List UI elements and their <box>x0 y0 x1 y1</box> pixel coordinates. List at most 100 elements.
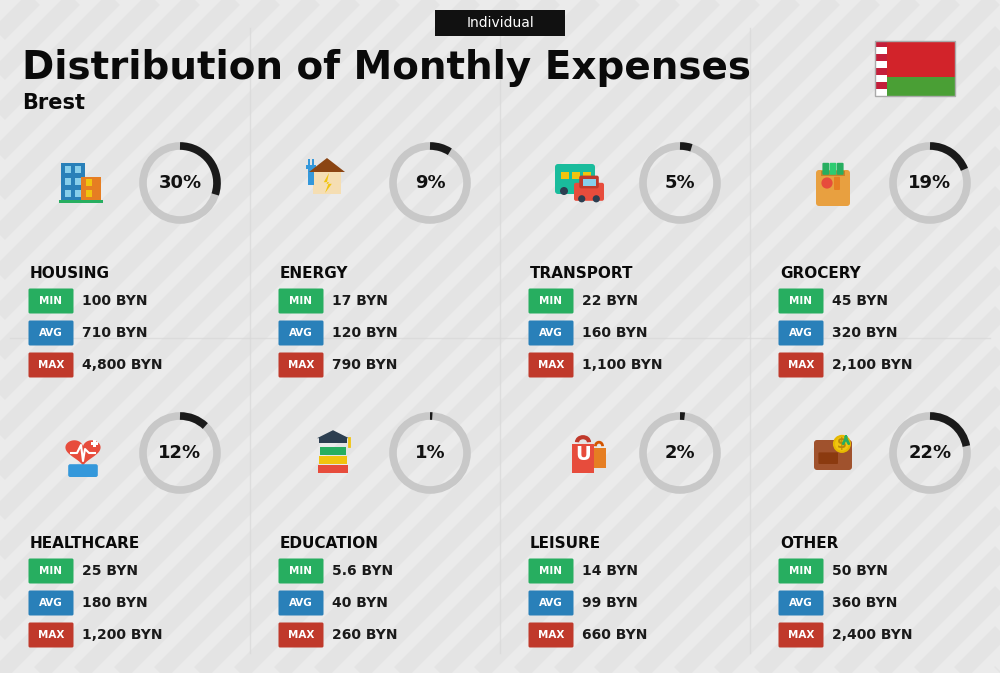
FancyBboxPatch shape <box>528 590 574 616</box>
Text: 660 BYN: 660 BYN <box>582 628 647 642</box>
Text: MIN: MIN <box>290 566 312 576</box>
FancyBboxPatch shape <box>818 452 838 464</box>
FancyBboxPatch shape <box>278 590 324 616</box>
Text: 5.6 BYN: 5.6 BYN <box>332 564 393 578</box>
Text: 22 BYN: 22 BYN <box>582 294 638 308</box>
Text: MIN: MIN <box>540 296 562 306</box>
FancyBboxPatch shape <box>592 448 606 468</box>
FancyBboxPatch shape <box>837 163 844 175</box>
FancyBboxPatch shape <box>65 178 71 185</box>
Text: 9%: 9% <box>415 174 445 192</box>
FancyBboxPatch shape <box>75 178 81 185</box>
Polygon shape <box>309 158 345 172</box>
Circle shape <box>560 187 568 195</box>
Text: 19%: 19% <box>908 174 952 192</box>
FancyBboxPatch shape <box>308 167 314 185</box>
Circle shape <box>821 178 833 188</box>
Text: AVG: AVG <box>39 598 63 608</box>
FancyBboxPatch shape <box>308 159 310 165</box>
FancyBboxPatch shape <box>778 559 824 583</box>
Circle shape <box>582 187 590 195</box>
FancyBboxPatch shape <box>278 289 324 314</box>
FancyBboxPatch shape <box>93 440 96 448</box>
FancyBboxPatch shape <box>778 320 824 345</box>
Text: MAX: MAX <box>788 630 814 640</box>
FancyBboxPatch shape <box>318 465 348 473</box>
FancyBboxPatch shape <box>528 320 574 345</box>
Text: 4,800 BYN: 4,800 BYN <box>82 358 162 372</box>
Text: TRANSPORT: TRANSPORT <box>530 266 634 281</box>
FancyBboxPatch shape <box>561 172 569 179</box>
Text: 360 BYN: 360 BYN <box>832 596 897 610</box>
Circle shape <box>578 195 585 203</box>
FancyBboxPatch shape <box>28 289 74 314</box>
Text: MIN: MIN <box>790 296 812 306</box>
Text: 30%: 30% <box>158 174 202 192</box>
Text: 790 BYN: 790 BYN <box>332 358 397 372</box>
FancyBboxPatch shape <box>75 190 81 197</box>
FancyBboxPatch shape <box>528 289 574 314</box>
Text: 260 BYN: 260 BYN <box>332 628 398 642</box>
Text: 160 BYN: 160 BYN <box>582 326 648 340</box>
FancyBboxPatch shape <box>875 55 887 61</box>
FancyBboxPatch shape <box>435 10 565 36</box>
FancyBboxPatch shape <box>572 172 580 179</box>
Text: HOUSING: HOUSING <box>30 266 110 281</box>
FancyBboxPatch shape <box>555 164 595 194</box>
FancyBboxPatch shape <box>528 559 574 583</box>
Text: MAX: MAX <box>38 360 64 370</box>
Text: 2,100 BYN: 2,100 BYN <box>832 358 912 372</box>
Text: 1,100 BYN: 1,100 BYN <box>582 358 662 372</box>
Text: MAX: MAX <box>38 630 64 640</box>
FancyBboxPatch shape <box>278 353 324 378</box>
Text: 180 BYN: 180 BYN <box>82 596 148 610</box>
Text: 99 BYN: 99 BYN <box>582 596 638 610</box>
Text: 50 BYN: 50 BYN <box>832 564 888 578</box>
FancyBboxPatch shape <box>778 289 824 314</box>
FancyBboxPatch shape <box>875 61 887 68</box>
Text: LEISURE: LEISURE <box>530 536 601 551</box>
FancyBboxPatch shape <box>312 159 314 165</box>
FancyBboxPatch shape <box>875 68 887 75</box>
Text: 22%: 22% <box>908 444 952 462</box>
Text: HEALTHCARE: HEALTHCARE <box>30 536 140 551</box>
Text: 5%: 5% <box>665 174 695 192</box>
FancyBboxPatch shape <box>822 163 829 175</box>
FancyBboxPatch shape <box>816 170 850 206</box>
Text: ENERGY: ENERGY <box>280 266 349 281</box>
FancyBboxPatch shape <box>28 590 74 616</box>
FancyBboxPatch shape <box>574 183 604 201</box>
Text: Brest: Brest <box>22 93 85 113</box>
FancyBboxPatch shape <box>582 179 596 186</box>
FancyBboxPatch shape <box>278 559 324 583</box>
Text: 710 BYN: 710 BYN <box>82 326 148 340</box>
Circle shape <box>834 436 850 452</box>
FancyBboxPatch shape <box>830 163 836 175</box>
FancyBboxPatch shape <box>278 320 324 345</box>
Text: AVG: AVG <box>39 328 63 338</box>
FancyBboxPatch shape <box>875 81 887 89</box>
FancyBboxPatch shape <box>28 623 74 647</box>
FancyBboxPatch shape <box>28 559 74 583</box>
Polygon shape <box>317 430 349 438</box>
FancyBboxPatch shape <box>583 172 591 179</box>
FancyBboxPatch shape <box>91 442 98 445</box>
Text: MIN: MIN <box>540 566 562 576</box>
Text: EDUCATION: EDUCATION <box>280 536 379 551</box>
FancyBboxPatch shape <box>65 166 71 173</box>
FancyBboxPatch shape <box>778 623 824 647</box>
Text: OTHER: OTHER <box>780 536 838 551</box>
Text: AVG: AVG <box>289 328 313 338</box>
Text: AVG: AVG <box>289 598 313 608</box>
FancyBboxPatch shape <box>834 177 840 190</box>
FancyBboxPatch shape <box>875 40 955 77</box>
Polygon shape <box>324 173 332 193</box>
Text: AVG: AVG <box>539 598 563 608</box>
Text: GROCERY: GROCERY <box>780 266 861 281</box>
Text: MIN: MIN <box>40 566 62 576</box>
Text: Distribution of Monthly Expenses: Distribution of Monthly Expenses <box>22 49 751 87</box>
Text: AVG: AVG <box>789 598 813 608</box>
Text: 40 BYN: 40 BYN <box>332 596 388 610</box>
FancyBboxPatch shape <box>528 623 574 647</box>
FancyBboxPatch shape <box>81 177 101 203</box>
